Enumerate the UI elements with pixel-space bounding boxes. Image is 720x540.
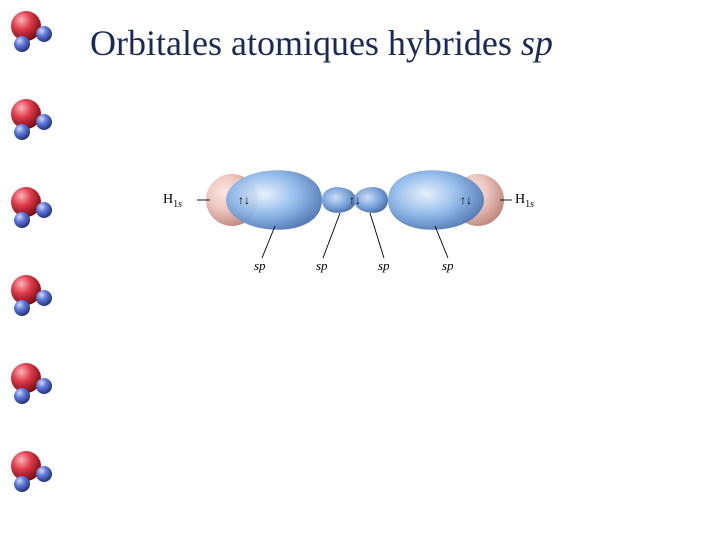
sp-label: sp xyxy=(316,258,328,274)
svg-text:↑↓: ↑↓ xyxy=(460,193,472,207)
sp-label: sp xyxy=(378,258,390,274)
bullet-molecule xyxy=(8,272,58,322)
orbital-diagram: ↑↓ ↑↓ ↑↓ H1s H1s sp sp sp sp xyxy=(150,150,560,290)
axis-label-left: H1s xyxy=(163,192,182,210)
title-italic: sp xyxy=(521,23,553,63)
svg-text:↑↓: ↑↓ xyxy=(238,193,250,207)
title-main: Orbitales atomiques hybrides xyxy=(90,23,521,63)
axis-label-right: H1s xyxy=(515,192,534,210)
bullet-molecule xyxy=(8,184,58,234)
bullet-molecule xyxy=(8,360,58,410)
bullet-column xyxy=(0,0,62,540)
bullet-molecule xyxy=(8,448,58,498)
page-title: Orbitales atomiques hybrides sp xyxy=(90,22,553,64)
bullet-molecule xyxy=(8,96,58,146)
svg-text:↑↓: ↑↓ xyxy=(349,193,361,207)
sp-label: sp xyxy=(254,258,266,274)
bullet-molecule xyxy=(8,8,58,58)
sp-label: sp xyxy=(442,258,454,274)
